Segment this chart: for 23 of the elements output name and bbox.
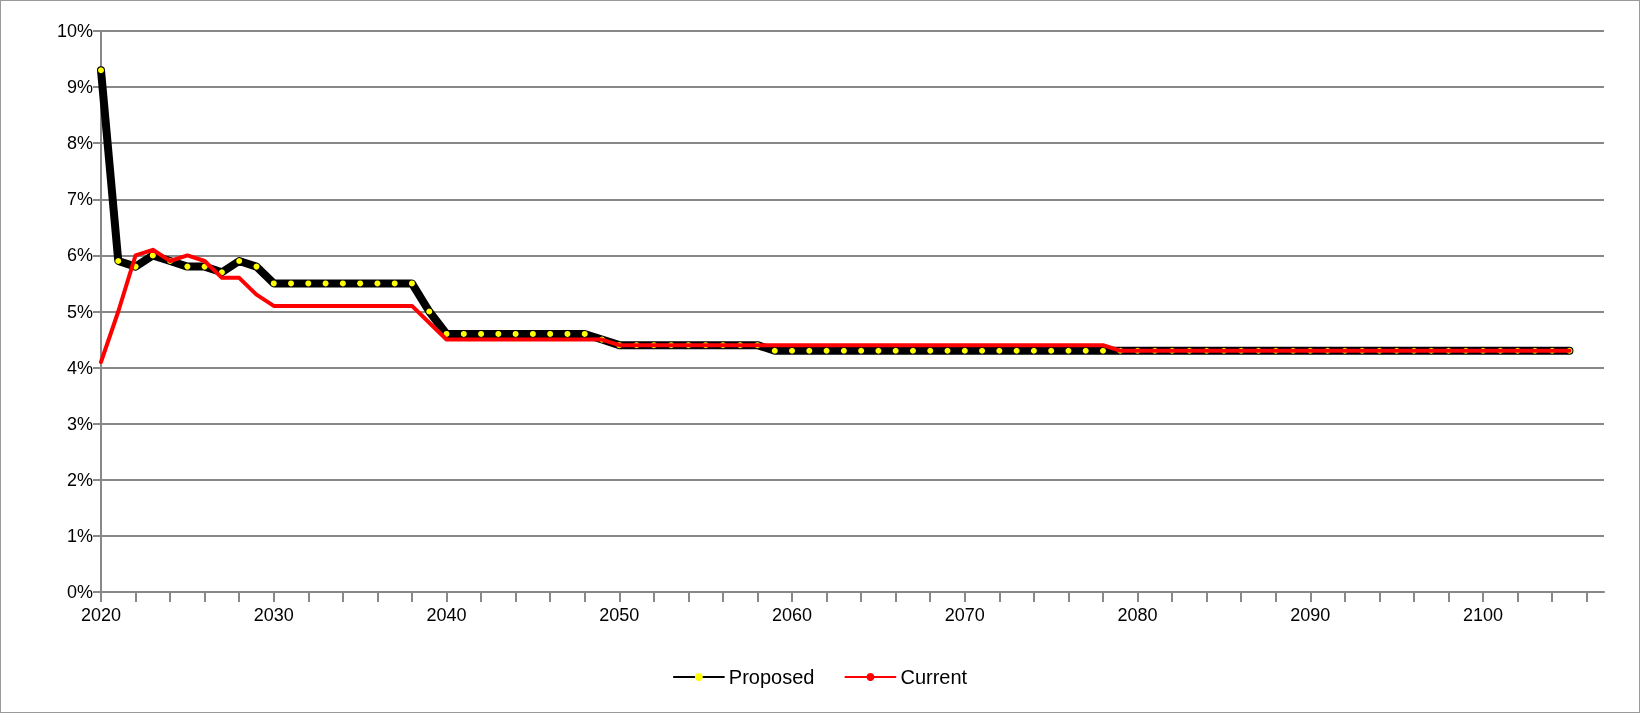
x-tick-label: 2030 bbox=[253, 605, 294, 625]
y-tick-label: 2% bbox=[66, 469, 93, 490]
x-tick-label: 2020 bbox=[80, 605, 122, 625]
x-tick-label: 2060 bbox=[772, 605, 813, 625]
y-tick-label: 8% bbox=[66, 133, 93, 154]
x-tick-label: 2100 bbox=[1463, 605, 1504, 625]
y-tick-label: 5% bbox=[66, 301, 93, 322]
x-tick-label: 2080 bbox=[1117, 605, 1158, 625]
x-tick-label: 2050 bbox=[599, 605, 640, 625]
y-tick-label: 10% bbox=[56, 21, 93, 41]
y-tick-label: 3% bbox=[66, 413, 93, 434]
line-series bbox=[99, 247, 1572, 364]
x-tick-label: 2090 bbox=[1290, 605, 1331, 625]
y-tick-label: 0% bbox=[66, 582, 93, 602]
y-tick-label: 1% bbox=[66, 525, 93, 546]
y-tick-label: 7% bbox=[66, 189, 93, 210]
y-tick-label: 9% bbox=[66, 77, 93, 98]
x-tick-label: 2040 bbox=[426, 605, 467, 625]
x-tick-label: 2070 bbox=[944, 605, 985, 625]
legend-label: Proposed bbox=[728, 666, 815, 688]
legend-label: Current bbox=[900, 666, 968, 688]
y-tick-label: 6% bbox=[66, 245, 93, 266]
y-tick-label: 4% bbox=[66, 357, 93, 378]
